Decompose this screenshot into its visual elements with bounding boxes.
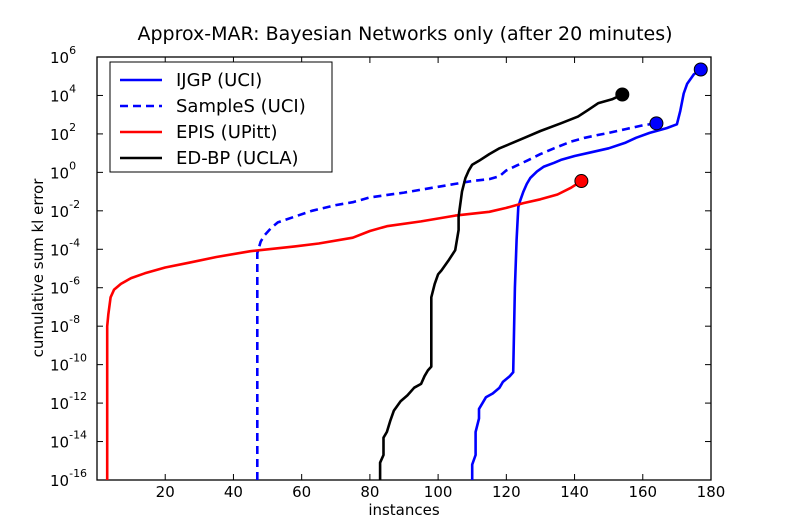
y-tick-exponent: -16 — [69, 467, 87, 480]
y-tick-base: 10 — [50, 357, 69, 375]
x-tick-label: 40 — [224, 483, 243, 501]
series-line-2 — [105, 179, 583, 480]
series-line-0 — [470, 68, 702, 480]
y-tick-exponent: -2 — [69, 198, 80, 211]
legend-label-1: SampleS (UCI) — [176, 96, 306, 117]
y-tick-base: 10 — [50, 164, 69, 182]
legend-label-2: EPIS (UPitt) — [176, 122, 277, 143]
y-tick-label: 10-8 — [50, 313, 80, 336]
series-line-3 — [378, 93, 623, 480]
x-axis: 20 40 60 80 100 120 140 160 180 — [156, 57, 726, 501]
y-tick-exponent: -10 — [69, 352, 87, 365]
legend-label-0: IJGP (UCI) — [176, 70, 262, 91]
y-tick-exponent: -14 — [69, 429, 87, 442]
series-end-marker-1 — [649, 116, 664, 131]
y-tick-base: 10 — [50, 395, 69, 413]
x-tick-label: 180 — [697, 483, 726, 501]
y-tick-label: 10-2 — [50, 198, 80, 221]
y-tick-label: 10-6 — [50, 275, 80, 298]
y-tick-base: 10 — [50, 49, 69, 67]
y-tick-exponent: 6 — [69, 44, 76, 57]
series-layer — [105, 62, 708, 480]
y-tick-label: 10-10 — [50, 352, 87, 375]
y-tick-exponent: 0 — [69, 159, 76, 172]
y-tick-label: 100 — [50, 159, 76, 182]
series-end-marker-0 — [693, 62, 708, 77]
y-tick-base: 10 — [50, 87, 69, 105]
x-tick-label: 100 — [424, 483, 453, 501]
y-axis: 10-1610-1410-1210-1010-810-610-410-21001… — [50, 44, 711, 490]
y-tick-exponent: -12 — [69, 390, 87, 403]
x-axis-label: instances — [368, 501, 440, 519]
y-tick-label: 10-14 — [50, 429, 87, 452]
x-tick-label: 80 — [360, 483, 379, 501]
x-tick-label: 120 — [492, 483, 521, 501]
y-tick-exponent: -6 — [69, 275, 80, 288]
legend: IJGP (UCI) SampleS (UCI) EPIS (UPitt) ED-BP… — [109, 61, 333, 173]
y-axis-label: cumulative sum kl error — [29, 178, 47, 358]
y-tick-label: 104 — [50, 82, 76, 105]
y-tick-base: 10 — [50, 280, 69, 298]
x-tick-label: 20 — [156, 483, 175, 501]
x-tick-label: 60 — [292, 483, 311, 501]
x-tick-label: 160 — [628, 483, 657, 501]
y-tick-base: 10 — [50, 318, 69, 336]
y-tick-base: 10 — [50, 241, 69, 259]
series-end-marker-2 — [574, 174, 589, 189]
legend-label-3: ED-BP (UCLA) — [176, 148, 299, 169]
y-tick-exponent: -4 — [69, 236, 80, 249]
y-tick-label: 10-16 — [50, 467, 87, 490]
y-tick-base: 10 — [50, 126, 69, 144]
y-tick-label: 10-12 — [50, 390, 87, 413]
series-line-1 — [256, 122, 657, 480]
plot-area-frame — [96, 56, 712, 481]
y-tick-base: 10 — [50, 203, 69, 221]
x-tick-label: 140 — [560, 483, 589, 501]
y-tick-base: 10 — [50, 472, 69, 490]
y-tick-base: 10 — [50, 434, 69, 452]
y-tick-exponent: 4 — [69, 82, 76, 95]
series-end-marker-3 — [615, 87, 630, 102]
y-tick-label: 10-4 — [50, 236, 80, 259]
chart-title: Approx-MAR: Bayesian Networks only (afte… — [137, 23, 672, 45]
y-tick-label: 102 — [50, 121, 76, 144]
y-tick-exponent: -8 — [69, 313, 80, 326]
y-tick-exponent: 2 — [69, 121, 76, 134]
y-tick-label: 106 — [50, 44, 76, 67]
